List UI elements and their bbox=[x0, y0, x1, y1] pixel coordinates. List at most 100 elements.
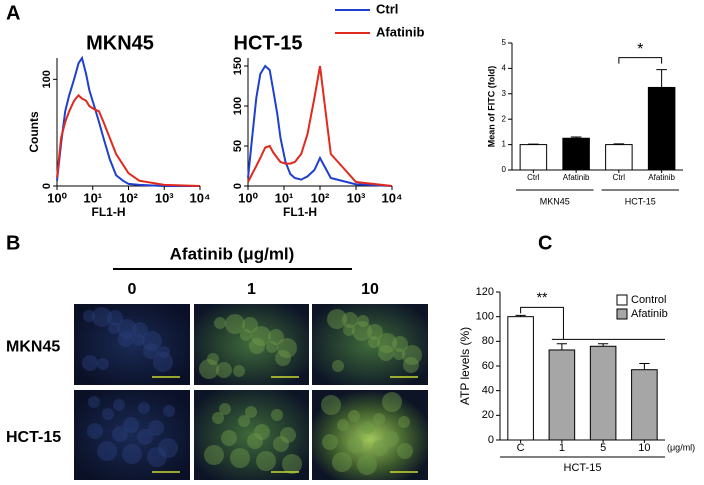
x-tick-label: 10¹ bbox=[83, 190, 102, 205]
error-bar bbox=[639, 363, 650, 370]
column-label: 10 bbox=[361, 281, 379, 298]
y-tick-label: 100 bbox=[476, 311, 494, 323]
cell-cluster bbox=[357, 455, 377, 475]
cell-cluster bbox=[87, 423, 103, 439]
y-tick-label: 150 bbox=[232, 57, 244, 75]
legend-label: Afatinib bbox=[631, 308, 668, 320]
y-axis-label: Mean of FITC (fold) bbox=[486, 66, 496, 147]
chart-title: MKN45 bbox=[86, 32, 154, 54]
cell-cluster bbox=[256, 451, 276, 471]
y-tick-label: 1 bbox=[502, 140, 507, 149]
legend-label: Afatinib bbox=[376, 24, 424, 39]
x-tick-label: 10⁰ bbox=[238, 190, 258, 205]
y-tick-label: 50 bbox=[232, 140, 244, 152]
bar bbox=[589, 345, 617, 441]
cell-cluster bbox=[251, 326, 271, 346]
cell-cluster bbox=[88, 396, 100, 408]
cell-cluster bbox=[254, 424, 270, 440]
cell-cluster bbox=[204, 445, 224, 465]
axis bbox=[247, 58, 392, 187]
cell-cluster bbox=[242, 317, 258, 333]
cell-cluster bbox=[332, 360, 344, 372]
x-tick-label: 10¹ bbox=[275, 190, 294, 205]
cell-cluster bbox=[199, 359, 219, 379]
cell-cluster bbox=[327, 309, 347, 329]
significance-bracket bbox=[618, 57, 663, 64]
chart-title: HCT-15 bbox=[234, 32, 303, 54]
cell-cluster bbox=[368, 336, 380, 348]
cell-cluster bbox=[362, 422, 374, 434]
cell-cluster bbox=[397, 443, 413, 459]
column-label: 1 bbox=[247, 281, 256, 298]
y-tick-label: 0 bbox=[502, 165, 507, 174]
panel-label: B bbox=[6, 232, 20, 254]
x-tick-label: 10⁴ bbox=[382, 190, 403, 205]
cell-cluster bbox=[402, 345, 422, 365]
y-tick-label: 60 bbox=[482, 360, 494, 372]
y-tick-label: 100 bbox=[232, 97, 244, 115]
micrograph bbox=[194, 390, 309, 480]
cell-cluster bbox=[347, 437, 363, 453]
x-tick-label: Ctrl bbox=[613, 173, 626, 182]
y-tick-label: 5 bbox=[502, 38, 507, 47]
cell-cluster bbox=[332, 452, 352, 472]
micrograph bbox=[312, 304, 428, 385]
y-tick-label: 100 bbox=[41, 70, 53, 88]
significance-bracket bbox=[520, 306, 665, 340]
cell-cluster bbox=[393, 348, 405, 360]
cell-cluster bbox=[147, 447, 167, 467]
cell-cluster bbox=[352, 321, 372, 341]
cell-cluster bbox=[266, 341, 278, 353]
cell-cluster bbox=[212, 412, 224, 424]
y-tick-label: 3 bbox=[502, 89, 507, 98]
cell-cluster bbox=[343, 324, 355, 336]
cell-cluster bbox=[378, 345, 394, 361]
legend-swatch bbox=[616, 294, 628, 306]
cell-cluster bbox=[280, 427, 296, 443]
x-tick-label: 10³ bbox=[155, 190, 174, 205]
cell-cluster bbox=[245, 406, 257, 418]
cell-cluster bbox=[118, 331, 134, 347]
cell-cluster bbox=[97, 358, 109, 370]
x-tick-label: 10⁴ bbox=[190, 190, 211, 205]
error-bar bbox=[613, 143, 625, 145]
cell-cluster bbox=[83, 310, 95, 322]
x-tick-label: Afatinib bbox=[648, 173, 675, 182]
group-label: MKN45 bbox=[540, 196, 570, 206]
micrograph bbox=[194, 304, 309, 385]
cell-cluster bbox=[112, 426, 128, 442]
cell-cluster bbox=[268, 329, 284, 345]
histogram-line bbox=[247, 65, 393, 187]
cell-cluster bbox=[132, 322, 148, 338]
legend-swatch bbox=[616, 308, 628, 320]
cell-cluster bbox=[277, 338, 297, 358]
y-tick-label: 2 bbox=[502, 114, 507, 123]
x-tick-label: 10³ bbox=[347, 190, 366, 205]
cell-cluster bbox=[163, 405, 175, 417]
cell-cluster bbox=[221, 430, 237, 446]
x-tick-label: 1 bbox=[559, 442, 565, 454]
cell-cluster bbox=[113, 399, 125, 411]
cell-cluster bbox=[143, 343, 159, 359]
y-tick-label: 20 bbox=[482, 409, 494, 421]
cell-cluster bbox=[321, 395, 341, 415]
error-bar bbox=[570, 136, 582, 139]
cell-cluster bbox=[275, 350, 291, 366]
cell-cluster bbox=[249, 338, 265, 354]
cell-cluster bbox=[271, 409, 283, 421]
cell-cluster bbox=[117, 319, 137, 339]
bar bbox=[605, 144, 633, 171]
y-axis-label: ATP levels (%) bbox=[458, 327, 472, 405]
cell-cluster bbox=[107, 310, 123, 326]
bar bbox=[631, 369, 658, 441]
x-tick-label: C bbox=[517, 442, 525, 454]
cell-cluster bbox=[153, 352, 173, 372]
histogram-line bbox=[56, 93, 201, 187]
error-bar bbox=[515, 314, 526, 317]
x-tick-label: 10² bbox=[119, 190, 138, 205]
legend-label: Control bbox=[631, 294, 666, 306]
cell-cluster bbox=[398, 416, 410, 428]
y-tick-label: 0 bbox=[41, 183, 53, 189]
cell-cluster bbox=[138, 402, 150, 414]
x-tick-label: Ctrl bbox=[527, 173, 540, 182]
